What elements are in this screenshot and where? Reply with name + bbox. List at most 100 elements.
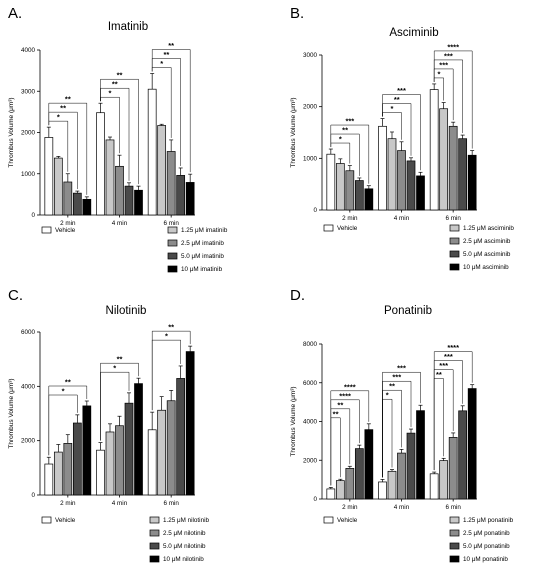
- significance-marker: *: [62, 387, 65, 396]
- bar: [439, 460, 449, 500]
- significance-marker: **: [163, 50, 169, 59]
- legend-label: 10 μM ponatinib: [463, 556, 508, 563]
- x-tick-label: 4 min: [394, 504, 410, 511]
- y-axis-label: Thrombus Volume (μm³): [8, 378, 15, 448]
- bar: [448, 437, 458, 500]
- y-tick-label: 4000: [303, 419, 318, 426]
- bar: [53, 157, 63, 216]
- legend-swatch: [149, 555, 160, 563]
- bar: [105, 139, 115, 216]
- bar: [397, 150, 406, 211]
- bar: [115, 425, 124, 496]
- y-tick-label: 0: [313, 496, 317, 503]
- significance-marker: *: [386, 391, 389, 400]
- bar: [448, 125, 458, 211]
- significance-marker: ***: [397, 364, 406, 373]
- bar: [82, 405, 92, 496]
- x-tick-label: 2 min: [60, 220, 76, 227]
- bar: [467, 388, 477, 500]
- bar: [96, 449, 105, 496]
- y-tick-label: 2000: [21, 130, 36, 137]
- legend-swatch: [323, 224, 334, 232]
- legend-label: 5.0 μM nilotinib: [163, 543, 206, 550]
- significance-marker: *: [113, 364, 116, 373]
- y-tick-label: 3000: [21, 88, 36, 95]
- legend-swatch: [149, 529, 160, 537]
- significance-marker: *: [160, 59, 163, 68]
- legend-swatch: [41, 226, 52, 234]
- y-tick-label: 0: [31, 492, 35, 499]
- y-tick-label: 6000: [303, 380, 318, 387]
- legend-label: 5.0 μM imatinib: [181, 253, 224, 260]
- legend-swatch: [167, 265, 178, 273]
- x-tick-label: 2 min: [60, 500, 76, 507]
- bar: [326, 488, 336, 500]
- bar: [166, 151, 176, 216]
- y-tick-label: 2000: [21, 438, 36, 445]
- bar: [96, 112, 105, 216]
- bar: [105, 431, 115, 496]
- bar: [354, 448, 364, 500]
- bar: [335, 480, 345, 500]
- legend-label: 5.0 μM asciminib: [463, 251, 511, 258]
- significance-marker: ***: [397, 86, 406, 95]
- y-tick-label: 2000: [303, 457, 318, 464]
- chart-title: Ponatinib: [384, 305, 432, 317]
- significance-marker: ****: [339, 391, 351, 400]
- legend-label: Vehicle: [55, 517, 76, 524]
- legend-label: Vehicle: [337, 225, 358, 232]
- legend-swatch: [449, 263, 460, 271]
- bar: [157, 125, 167, 216]
- chart-panel-3: C. Nilotinib 0 2000 4000 6000 Thrombus Volume …: [8, 287, 209, 563]
- bar: [185, 182, 195, 216]
- bar: [185, 351, 195, 496]
- chart-title: Asciminib: [389, 27, 438, 39]
- legend-label: 1.25 μM asciminib: [463, 225, 514, 232]
- y-tick-label: 3000: [303, 52, 318, 59]
- x-tick-label: 2 min: [342, 504, 358, 511]
- bar: [406, 432, 416, 500]
- panel-letter: D.: [290, 287, 305, 304]
- bar: [63, 443, 73, 496]
- y-tick-label: 4000: [21, 383, 36, 390]
- legend-label: 10 μM nilotinib: [163, 556, 204, 563]
- legend-swatch: [149, 516, 160, 524]
- bar: [429, 89, 439, 211]
- bar: [166, 400, 176, 496]
- y-tick-label: 2000: [303, 104, 318, 111]
- bar: [44, 137, 54, 216]
- significance-marker: **: [117, 71, 123, 80]
- significance-marker: ****: [447, 343, 459, 352]
- x-tick-label: 2 min: [342, 215, 358, 222]
- legend-label: 2.5 μM imatinib: [181, 240, 224, 247]
- significance-marker: **: [60, 104, 66, 113]
- chart-panel-1: A. Imatinib 0 1000 2000 3000 4000 Thrombus Volu…: [8, 5, 228, 273]
- significance-marker: **: [394, 95, 400, 104]
- bar: [335, 163, 345, 211]
- legend-swatch: [449, 555, 460, 563]
- bar: [458, 138, 468, 211]
- significance-marker: ***: [439, 361, 448, 370]
- legend-label: Vehicle: [55, 227, 76, 234]
- bar: [124, 185, 134, 216]
- significance-marker: ***: [444, 51, 453, 60]
- significance-marker: ****: [344, 382, 356, 391]
- bar: [387, 138, 397, 211]
- y-tick-label: 6000: [21, 329, 36, 336]
- bar: [134, 383, 143, 496]
- bar: [124, 402, 134, 496]
- significance-marker: **: [337, 400, 343, 409]
- y-tick-label: 0: [31, 212, 35, 219]
- y-axis-label: Thrombus Volume (μm³): [290, 386, 297, 456]
- chart-title: Imatinib: [108, 21, 148, 33]
- bar: [176, 175, 186, 216]
- chart-panel-2: B. Asciminib 0 1000 2000 3000 Thrombus Volume …: [290, 5, 514, 271]
- significance-marker: ****: [447, 42, 459, 51]
- legend-label: 2.5 μM asciminib: [463, 238, 511, 245]
- chart-panel-4: D. Ponatinib 0 2000 4000 6000 8000 Thrombus Vol…: [290, 287, 514, 563]
- significance-marker: **: [333, 409, 339, 418]
- bar: [354, 180, 364, 211]
- legend-swatch: [449, 237, 460, 245]
- bar: [364, 188, 374, 211]
